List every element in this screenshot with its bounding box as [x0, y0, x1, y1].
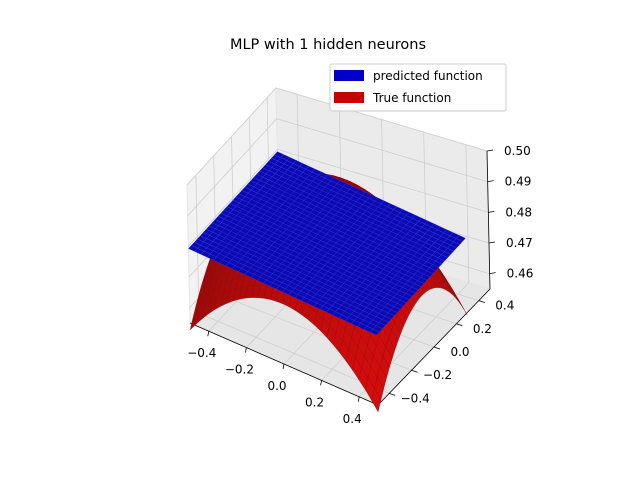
y-axis-line	[377, 288, 491, 406]
legend-label-true: True function	[372, 91, 451, 105]
tick-mark-x	[245, 347, 247, 353]
chart-title: MLP with 1 hidden neurons	[230, 37, 426, 53]
tick-mark-y	[478, 300, 485, 303]
tick-label-x: 0.2	[305, 395, 324, 409]
gridline-z	[186, 87, 488, 186]
tick-label-z: 0.50	[504, 144, 531, 158]
legend-swatch-predicted	[334, 70, 364, 81]
tick-label-x: 0.4	[343, 412, 362, 426]
predicted-function-face	[369, 328, 380, 336]
tick-mark-z	[486, 149, 494, 152]
tick-mark-y	[433, 346, 441, 350]
z-axis-line	[486, 150, 491, 290]
gridline-z	[188, 148, 489, 247]
axis-ticks: −0.4−0.20.00.20.4−0.4−0.20.00.20.40.460.…	[187, 144, 533, 426]
gridline-x	[358, 144, 470, 398]
legend: predicted function True function	[329, 63, 507, 112]
tick-label-y: −0.4	[401, 391, 430, 405]
x-axis-line	[189, 322, 379, 406]
tick-label-z: 0.49	[505, 175, 532, 189]
legend-label-predicted: predicted function	[373, 69, 483, 83]
tick-label-y: 0.4	[495, 299, 514, 313]
tick-mark-x	[282, 363, 285, 370]
tick-mark-x	[320, 380, 322, 386]
legend-box	[329, 63, 507, 112]
tick-label-x: −0.2	[225, 363, 254, 377]
tick-mark-x	[207, 331, 210, 337]
tick-mark-z	[488, 241, 496, 244]
true-function-face	[371, 388, 382, 413]
tick-label-y: 0.2	[473, 322, 492, 336]
tick-label-y: −0.2	[423, 368, 452, 382]
tick-mark-y	[456, 323, 463, 327]
tick-mark-z	[488, 210, 495, 213]
tick-label-z: 0.46	[507, 267, 534, 281]
tick-label-z: 0.47	[506, 236, 533, 250]
tick-mark-z	[487, 180, 494, 183]
gridline-z	[187, 118, 488, 216]
tick-mark-y	[389, 393, 396, 396]
tick-mark-y	[411, 369, 418, 373]
tick-mark-z	[489, 272, 496, 275]
tick-label-y: 0.0	[450, 345, 469, 359]
tick-label-x: 0.0	[267, 379, 286, 393]
tick-label-x: −0.4	[187, 346, 216, 360]
tick-mark-x	[357, 396, 360, 402]
surface-plot	[188, 151, 468, 413]
legend-swatch-true	[334, 92, 364, 103]
tick-label-z: 0.48	[505, 205, 532, 219]
